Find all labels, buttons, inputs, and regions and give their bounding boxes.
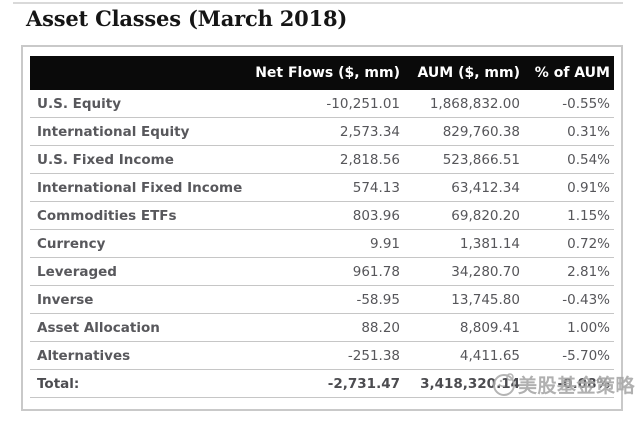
aum-value: 829,760.38 <box>404 117 524 146</box>
table-row: International Fixed Income 574.13 63,412… <box>30 173 614 202</box>
row-label: Alternatives <box>30 341 254 370</box>
aum-value: 523,866.51 <box>404 145 524 174</box>
pct-value: -5.70% <box>524 341 614 370</box>
net-flows-value: 88.20 <box>254 313 404 342</box>
page-title: Asset Classes (March 2018) <box>26 6 348 31</box>
col-header-asset-class <box>30 56 254 90</box>
table-row: U.S. Equity -10,251.01 1,868,832.00 -0.5… <box>30 90 614 118</box>
total-pct-value: -0.08% <box>524 369 614 398</box>
total-net-flows-value: -2,731.47 <box>254 369 404 398</box>
col-header-pct-of-aum: % of AUM <box>524 56 614 90</box>
table-row: Leveraged 961.78 34,280.70 2.81% <box>30 257 614 286</box>
pct-value: 1.00% <box>524 313 614 342</box>
pct-value: 0.72% <box>524 229 614 258</box>
col-header-aum: AUM ($, mm) <box>404 56 524 90</box>
table-header: Net Flows ($, mm) AUM ($, mm) % of AUM <box>30 56 614 90</box>
table-body: U.S. Equity -10,251.01 1,868,832.00 -0.5… <box>30 90 614 398</box>
header-row: Net Flows ($, mm) AUM ($, mm) % of AUM <box>30 56 614 90</box>
table-row: Commodities ETFs 803.96 69,820.20 1.15% <box>30 201 614 230</box>
net-flows-value: 9.91 <box>254 229 404 258</box>
row-label: Asset Allocation <box>30 313 254 342</box>
pct-value: 1.15% <box>524 201 614 230</box>
col-header-net-flows: Net Flows ($, mm) <box>254 56 404 90</box>
net-flows-value: -10,251.01 <box>254 90 404 118</box>
net-flows-value: -58.95 <box>254 285 404 314</box>
table-row: International Equity 2,573.34 829,760.38… <box>30 117 614 146</box>
net-flows-value: 2,818.56 <box>254 145 404 174</box>
aum-value: 13,745.80 <box>404 285 524 314</box>
pct-value: 0.54% <box>524 145 614 174</box>
aum-value: 34,280.70 <box>404 257 524 286</box>
row-label: Leveraged <box>30 257 254 286</box>
aum-value: 63,412.34 <box>404 173 524 202</box>
asset-classes-table-card: Net Flows ($, mm) AUM ($, mm) % of AUM U… <box>21 45 623 411</box>
table-row: Alternatives -251.38 4,411.65 -5.70% <box>30 341 614 370</box>
net-flows-value: 2,573.34 <box>254 117 404 146</box>
row-label: U.S. Fixed Income <box>30 145 254 174</box>
aum-value: 8,809.41 <box>404 313 524 342</box>
aum-value: 4,411.65 <box>404 341 524 370</box>
top-divider-rule <box>13 2 623 4</box>
row-label: Inverse <box>30 285 254 314</box>
row-label: International Fixed Income <box>30 173 254 202</box>
table-row: Currency 9.91 1,381.14 0.72% <box>30 229 614 258</box>
net-flows-value: 961.78 <box>254 257 404 286</box>
table-row: Inverse -58.95 13,745.80 -0.43% <box>30 285 614 314</box>
total-aum-value: 3,418,320.14 <box>404 369 524 398</box>
total-label: Total: <box>30 369 254 398</box>
row-label: U.S. Equity <box>30 90 254 118</box>
aum-value: 1,868,832.00 <box>404 90 524 118</box>
pct-value: 0.91% <box>524 173 614 202</box>
aum-value: 1,381.14 <box>404 229 524 258</box>
row-label: International Equity <box>30 117 254 146</box>
asset-classes-table: Net Flows ($, mm) AUM ($, mm) % of AUM U… <box>30 56 614 398</box>
table-row: Asset Allocation 88.20 8,809.41 1.00% <box>30 313 614 342</box>
net-flows-value: 803.96 <box>254 201 404 230</box>
row-label: Currency <box>30 229 254 258</box>
row-label: Commodities ETFs <box>30 201 254 230</box>
net-flows-value: 574.13 <box>254 173 404 202</box>
net-flows-value: -251.38 <box>254 341 404 370</box>
pct-value: -0.55% <box>524 90 614 118</box>
pct-value: -0.43% <box>524 285 614 314</box>
total-row: Total: -2,731.47 3,418,320.14 -0.08% <box>30 369 614 398</box>
pct-value: 2.81% <box>524 257 614 286</box>
table-row: U.S. Fixed Income 2,818.56 523,866.51 0.… <box>30 145 614 174</box>
aum-value: 69,820.20 <box>404 201 524 230</box>
pct-value: 0.31% <box>524 117 614 146</box>
